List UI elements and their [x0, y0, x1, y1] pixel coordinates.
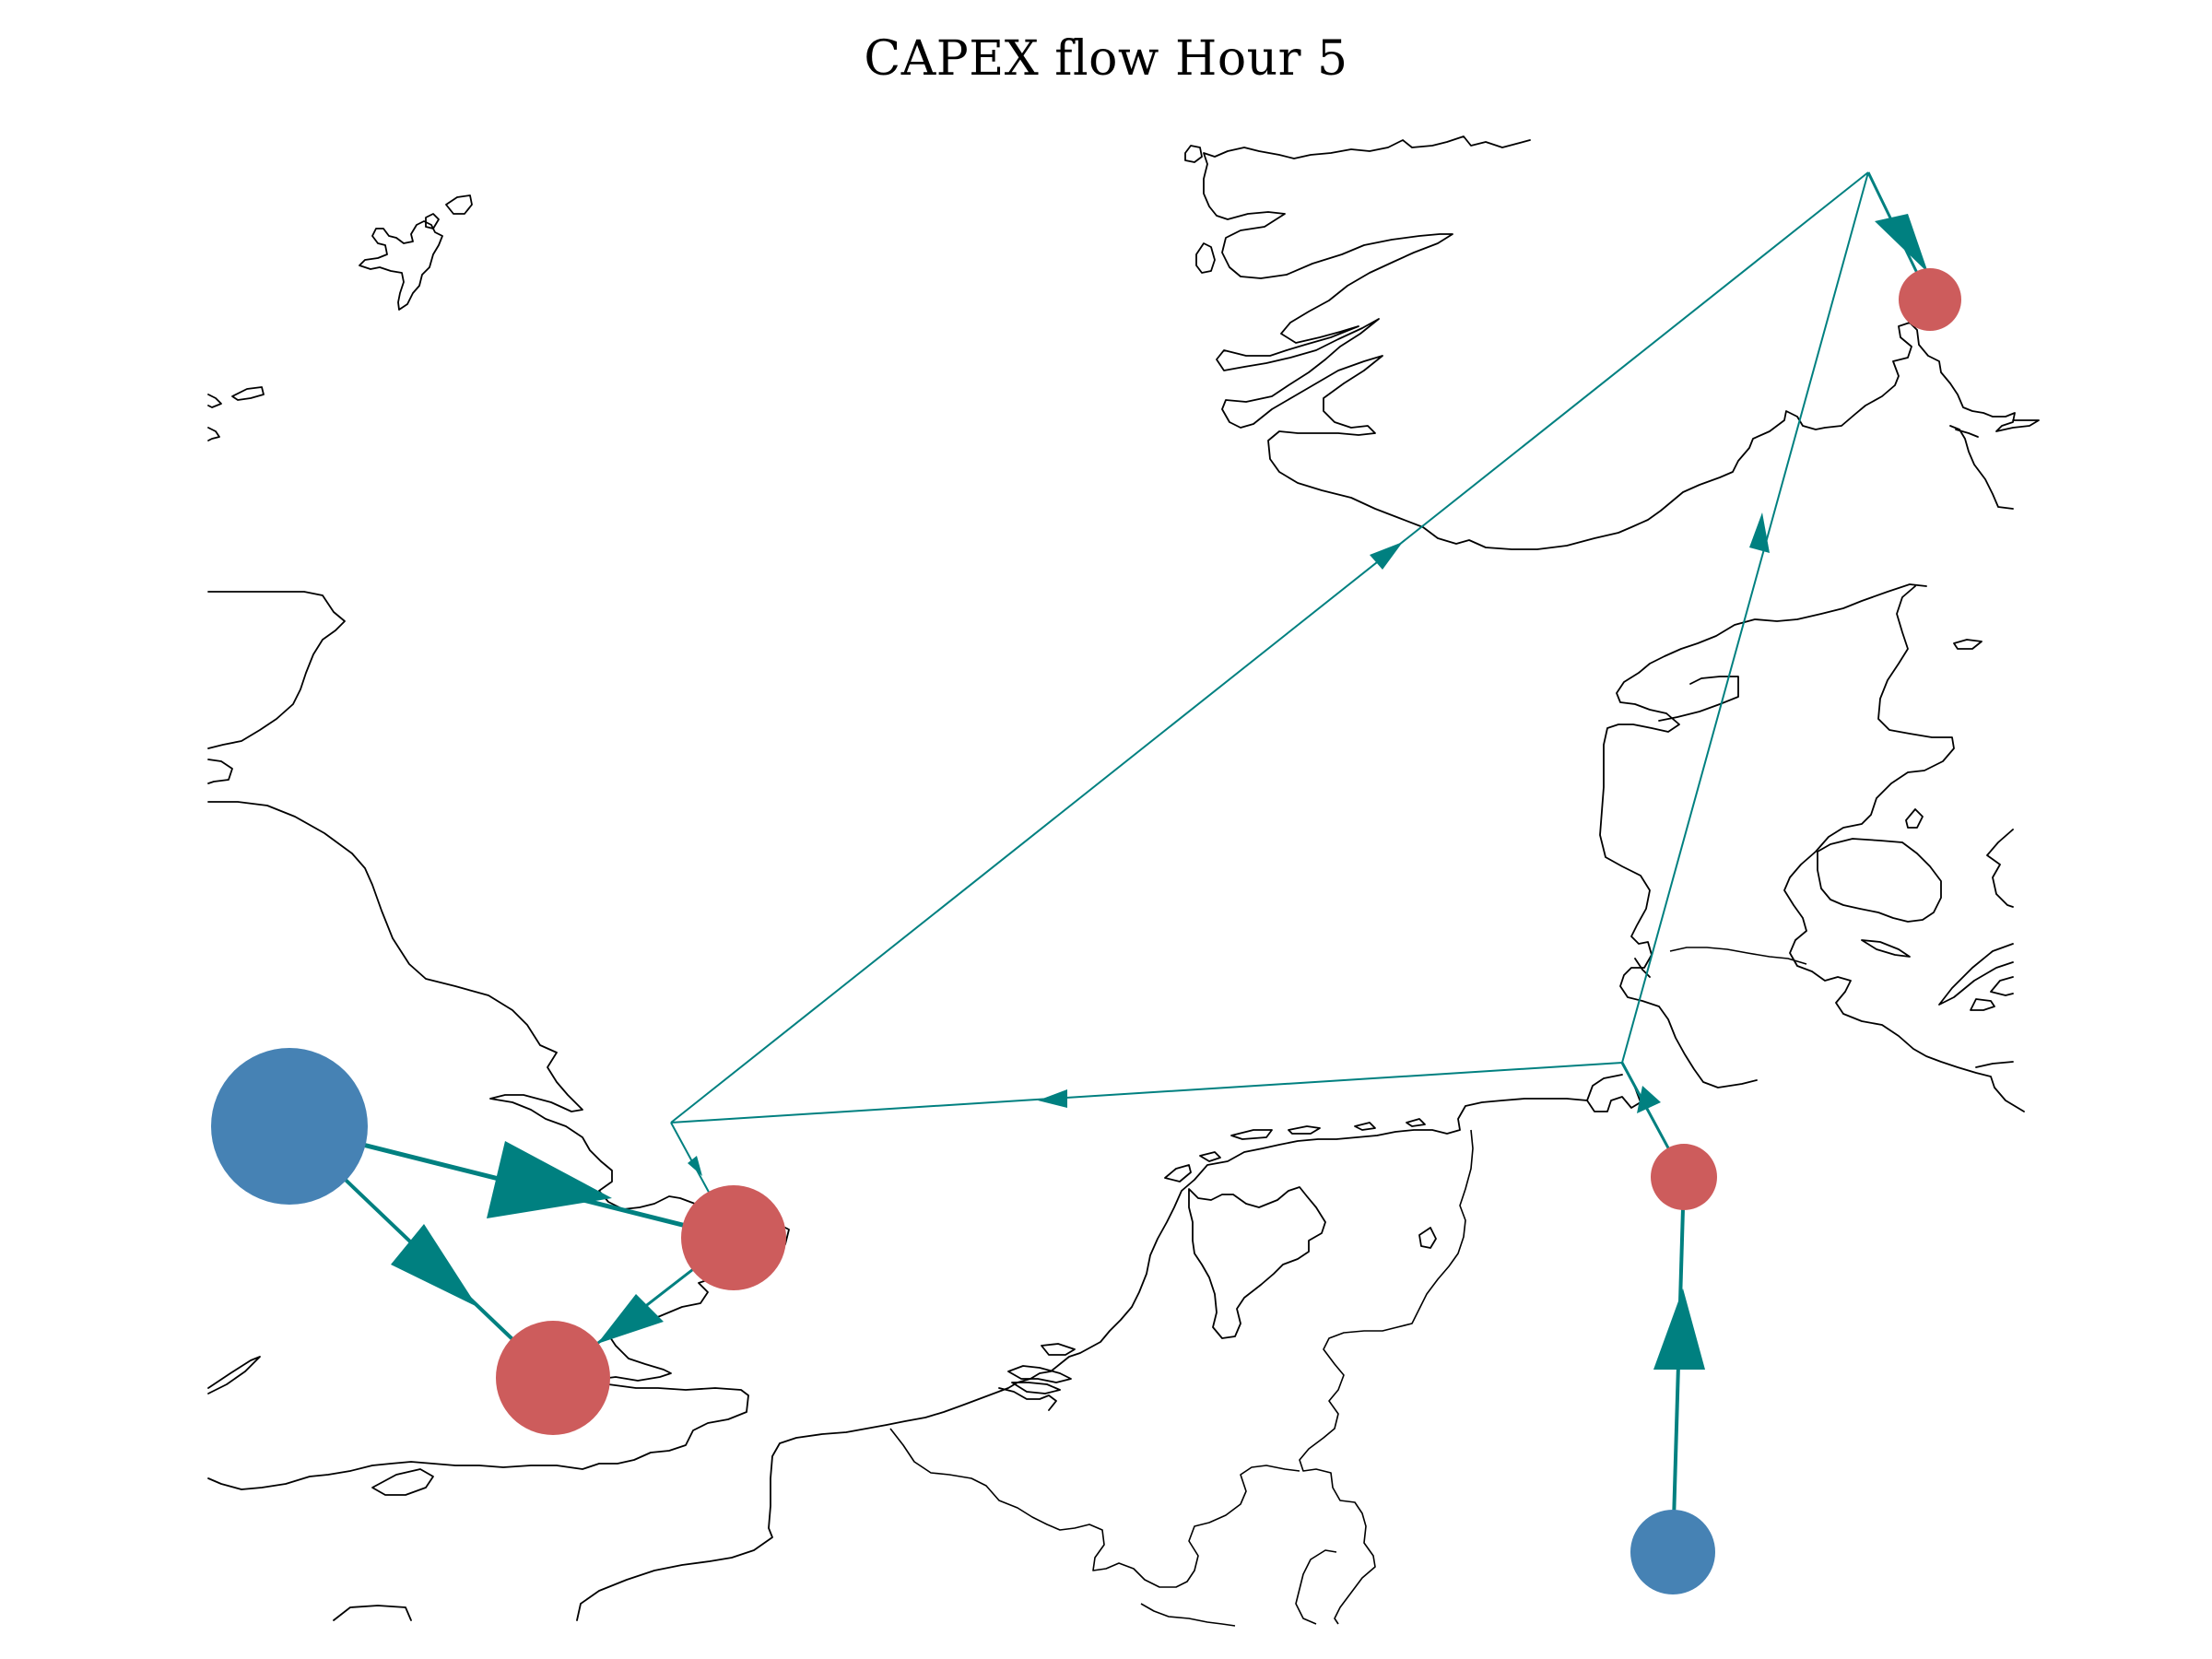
arrowhead-ukeast-uksouth: [597, 1294, 664, 1344]
sweden-south-fragment-3: [1990, 976, 2014, 996]
node-uk-east[interactable]: [681, 1185, 786, 1290]
danish-island-1: [1817, 838, 1942, 923]
wadden-island-6: [1406, 1118, 1426, 1127]
scotland-fragment-2: [207, 427, 220, 441]
danish-island-3: [1861, 939, 1911, 958]
norway-islet-2: [1195, 242, 1216, 274]
channel-coast-fragment: [333, 1605, 412, 1621]
shetland-islet-1: [425, 213, 440, 229]
arrowhead-hubnorth-norway: [1875, 214, 1928, 273]
sweden-south-fragment: [1986, 829, 2014, 908]
arrowhead-ukgen-uksouth: [391, 1224, 477, 1307]
denmark-coastline: [1783, 585, 2025, 1112]
flow-arrowheads: [391, 214, 1928, 1370]
danish-island-2: [1905, 808, 1924, 829]
arrowhead-hubeast-hubnorth: [1749, 512, 1770, 553]
uk-south-fragment: [207, 1356, 261, 1394]
continental-coastline: [576, 1074, 1641, 1621]
zeeland-islands: [1007, 1343, 1076, 1394]
nl-be-border: [889, 1428, 1300, 1588]
wadden-island-3: [1230, 1129, 1273, 1140]
node-uk-south[interactable]: [496, 1321, 610, 1435]
arrowhead-hubeast-hubwest: [1038, 1089, 1067, 1108]
arrowhead-ukeast-hubwest: [688, 1156, 702, 1176]
wadden-island-4: [1288, 1125, 1321, 1135]
great-britain-coastline: [207, 591, 790, 1490]
sweden-south-fragment-2: [1938, 943, 2014, 1006]
baltic-fragment: [1975, 1061, 2014, 1068]
danish-island-5: [1970, 998, 1995, 1011]
rhine-area-1: [998, 1387, 1057, 1411]
wadden-island-5: [1354, 1122, 1376, 1131]
ijsselmeer-islet: [1418, 1227, 1437, 1249]
ijsselmeer-shore: [1188, 1186, 1326, 1339]
flow-line-hubwest-hubnorth[interactable]: [670, 171, 1869, 1124]
shetland-coastline: [359, 220, 443, 311]
node-germany-generator[interactable]: [1630, 1510, 1715, 1594]
arrowhead-hubwest-hubnorth: [1370, 542, 1403, 570]
sweden-fragment: [1949, 425, 2014, 510]
arrowhead-decoast-hubeast: [1637, 1086, 1661, 1113]
arrowhead-degen-decoast: [1653, 1288, 1705, 1370]
skagerrak-fragment: [1955, 429, 1979, 438]
wadden-island-1: [1164, 1164, 1192, 1182]
flow-line-hubeast-hubwest[interactable]: [670, 1062, 1623, 1124]
norway-islet-1: [1184, 145, 1203, 163]
coastlines: [207, 135, 2040, 1627]
jutland-west-coast: [1599, 583, 1927, 1088]
danish-island-4: [1953, 639, 1983, 650]
flow-nodes: [211, 268, 1961, 1594]
limfjord-inlet: [1658, 676, 1739, 722]
node-norway[interactable]: [1899, 268, 1961, 331]
orkney-islet: [231, 386, 265, 401]
node-germany-coast[interactable]: [1651, 1144, 1717, 1210]
wadden-island-2: [1199, 1151, 1221, 1162]
map-title: CAPEX flow Hour 5: [864, 31, 1348, 87]
shetland-islet-2: [445, 194, 473, 215]
be-lux-border: [1140, 1549, 1337, 1627]
isle-of-wight: [371, 1468, 434, 1496]
norway-coastline: [1203, 135, 2040, 550]
arrowhead-ukgen-ukeast: [487, 1141, 612, 1218]
nl-de-border: [1299, 1129, 1474, 1625]
de-dk-border: [1669, 947, 1807, 965]
scotland-fragment-1: [207, 394, 222, 408]
flow-line-hubeast-hubnorth[interactable]: [1621, 171, 1869, 1064]
node-uk-generator[interactable]: [211, 1048, 368, 1205]
